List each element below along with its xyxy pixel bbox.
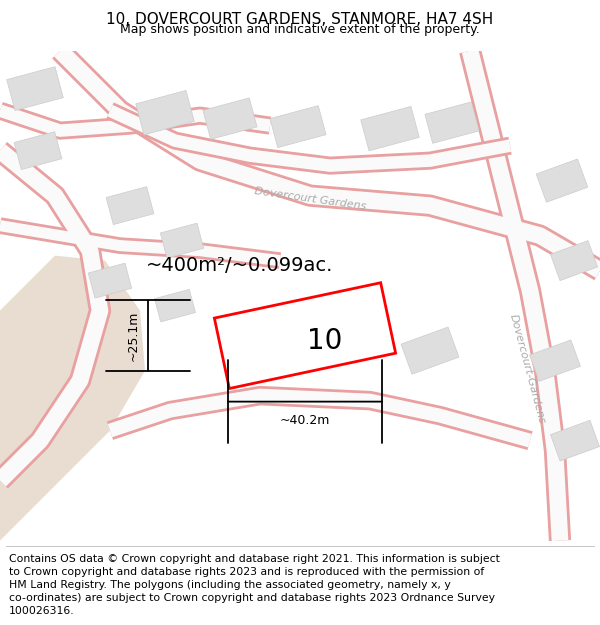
Bar <box>550 420 599 461</box>
Bar <box>203 98 257 139</box>
Text: Map shows position and indicative extent of the property.: Map shows position and indicative extent… <box>120 22 480 36</box>
Bar <box>14 132 62 169</box>
Polygon shape <box>0 256 145 541</box>
Text: Dovercourt-Gardens: Dovercourt-Gardens <box>508 312 547 424</box>
Text: ~40.2m: ~40.2m <box>280 414 330 427</box>
Bar <box>270 106 326 148</box>
Bar <box>401 327 459 374</box>
Text: ~25.1m: ~25.1m <box>127 311 140 361</box>
Bar <box>106 187 154 224</box>
Bar <box>361 106 419 151</box>
Bar <box>550 241 598 281</box>
Bar <box>530 340 580 381</box>
Text: ~400m²/~0.099ac.: ~400m²/~0.099ac. <box>146 256 334 275</box>
Text: Contains OS data © Crown copyright and database right 2021. This information is : Contains OS data © Crown copyright and d… <box>9 554 500 616</box>
Bar <box>7 67 63 111</box>
Polygon shape <box>214 282 395 389</box>
Text: 10: 10 <box>307 327 343 354</box>
Text: 10, DOVERCOURT GARDENS, STANMORE, HA7 4SH: 10, DOVERCOURT GARDENS, STANMORE, HA7 4S… <box>106 12 494 27</box>
Bar <box>88 263 132 298</box>
Bar <box>425 102 479 143</box>
Text: Dovercourt Gardens: Dovercourt Gardens <box>253 186 367 211</box>
Bar <box>155 289 196 322</box>
Bar <box>136 91 194 135</box>
Bar <box>160 223 204 258</box>
Bar <box>536 159 588 202</box>
